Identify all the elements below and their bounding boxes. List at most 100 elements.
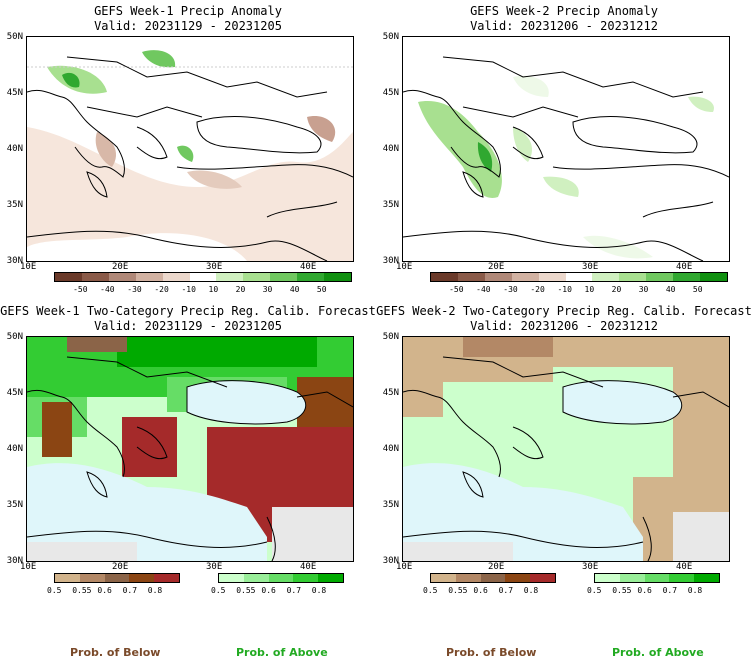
panel-week1-probability: GEFS Week-1 Two-Category Precip Reg. Cal… — [0, 300, 376, 600]
lat-label: 30N — [6, 256, 23, 266]
lon-label: 10E — [20, 262, 37, 272]
anomaly-colorbar-label: -50 — [73, 285, 88, 294]
lat-label: 50N — [382, 332, 399, 342]
colorbar-swatch — [646, 273, 674, 281]
prob-above-colorbar-label: 0.8 — [311, 586, 327, 595]
lon-label: 40E — [676, 262, 693, 272]
panel-week2-anomaly: GEFS Week-2 Precip Anomaly Valid: 202312… — [376, 0, 752, 300]
prob-below-colorbar-label: 0.8 — [523, 586, 539, 595]
map-canvas — [27, 50, 353, 261]
prob-below-colorbar-label: 0.7 — [122, 586, 138, 595]
prob-below-colorbar-label: 0.7 — [498, 586, 514, 595]
lat-label: 45N — [382, 88, 399, 98]
lat-label: 35N — [6, 500, 23, 510]
anomaly-colorbar-label: 20 — [611, 285, 622, 294]
panel-title: GEFS Week-2 Two-Category Precip Reg. Cal… — [376, 304, 752, 318]
prob-above-colorbar — [218, 573, 344, 583]
lat-label: 35N — [382, 200, 399, 210]
prob-above-colorbar-label: 0.5 — [587, 586, 602, 595]
colorbar-swatch — [538, 273, 566, 281]
colorbar-swatch — [189, 273, 217, 281]
lon-label: 40E — [676, 562, 693, 572]
colorbar-swatch — [592, 273, 620, 281]
panel-week2-probability: GEFS Week-2 Two-Category Precip Reg. Cal… — [376, 300, 752, 600]
lat-label: 45N — [6, 88, 23, 98]
lat-label: 35N — [6, 200, 23, 210]
colorbar-swatch — [243, 273, 271, 281]
prob-below-colorbar-label: 0.55 — [448, 586, 468, 595]
anomaly-colorbar-label: -30 — [503, 285, 518, 294]
colorbar-swatch — [431, 273, 458, 281]
lon-label: 20E — [112, 562, 129, 572]
prob-below-label-right: Prob. of Below — [446, 646, 537, 659]
lat-label: 45N — [382, 388, 399, 398]
prob-below-colorbar-label: 0.8 — [147, 586, 163, 595]
colorbar-swatch — [694, 574, 719, 582]
prob-below-colorbar-label: 0.55 — [72, 586, 92, 595]
anomaly-colorbar-label: -20 — [530, 285, 545, 294]
probability-shading — [403, 337, 729, 561]
lat-label: 45N — [6, 388, 23, 398]
lon-label: 20E — [112, 262, 129, 272]
lat-label: 40N — [382, 144, 399, 154]
prob-above-colorbar-label: 0.8 — [687, 586, 703, 595]
panel-valid-dates: Valid: 20231206 - 20231212 — [470, 319, 658, 333]
anomaly-colorbar-label: 20 — [235, 285, 246, 294]
panel-title: GEFS Week-1 Two-Category Precip Reg. Cal… — [0, 304, 376, 318]
lon-label: 20E — [488, 262, 505, 272]
lat-label: 50N — [6, 32, 23, 42]
lat-label: 30N — [6, 556, 23, 566]
anomaly-colorbar-label: 40 — [665, 285, 676, 294]
prob-above-label: Prob. of Above — [236, 646, 328, 659]
lat-label: 40N — [382, 444, 399, 454]
colorbar-swatch — [104, 574, 130, 582]
lat-label: 35N — [382, 500, 399, 510]
prob-above-label-right: Prob. of Above — [612, 646, 704, 659]
colorbar-swatch — [619, 574, 645, 582]
lat-label: 40N — [6, 144, 23, 154]
colorbar-swatch — [644, 574, 670, 582]
colorbar-swatch — [81, 273, 109, 281]
colorbar-swatch — [243, 574, 269, 582]
colorbar-swatch — [484, 273, 512, 281]
anomaly-colorbar-label: -20 — [154, 285, 169, 294]
panel-title: GEFS Week-2 Precip Anomaly — [470, 4, 658, 18]
coastlines-borders — [403, 356, 729, 561]
lat-label: 40N — [6, 444, 23, 454]
lat-label: 50N — [382, 32, 399, 42]
lon-label: 10E — [396, 562, 413, 572]
anomaly-colorbar-label: 40 — [289, 285, 300, 294]
colorbar-swatch — [219, 574, 244, 582]
colorbar-swatch — [595, 574, 620, 582]
prob-above-colorbar-label: 0.6 — [261, 586, 276, 595]
colorbar-swatch — [108, 273, 136, 281]
prob-below-colorbar-label: 0.5 — [47, 586, 62, 595]
lon-label: 30E — [206, 262, 223, 272]
lon-label: 10E — [396, 262, 413, 272]
prob-above-colorbar-label: 0.55 — [612, 586, 632, 595]
coastlines-borders — [403, 56, 729, 261]
lat-label: 30N — [382, 556, 399, 566]
prob-below-colorbar-label: 0.6 — [473, 586, 488, 595]
prob-above-colorbar-label: 0.5 — [211, 586, 226, 595]
prob-below-colorbar-label: 0.6 — [97, 586, 112, 595]
anomaly-shading — [27, 50, 353, 261]
anomaly-colorbar — [54, 272, 352, 282]
anomaly-colorbar-label: 50 — [692, 285, 703, 294]
lon-label: 10E — [20, 562, 37, 572]
colorbar-swatch — [293, 574, 319, 582]
colorbar-swatch — [565, 273, 593, 281]
colorbar-swatch — [270, 273, 298, 281]
lon-label: 30E — [582, 562, 599, 572]
lon-label: 30E — [206, 562, 223, 572]
panel-valid-dates: Valid: 20231206 - 20231212 — [470, 19, 658, 33]
colorbar-swatch — [673, 273, 701, 281]
anomaly-shading — [418, 75, 714, 259]
lat-label: 30N — [382, 256, 399, 266]
colorbar-swatch — [700, 273, 727, 281]
map-week2-probability — [402, 336, 730, 562]
map-week1-anomaly — [26, 36, 354, 262]
colorbar-swatch — [55, 574, 80, 582]
colorbar-swatch — [505, 574, 531, 582]
prob-above-colorbar-label: 0.6 — [637, 586, 652, 595]
